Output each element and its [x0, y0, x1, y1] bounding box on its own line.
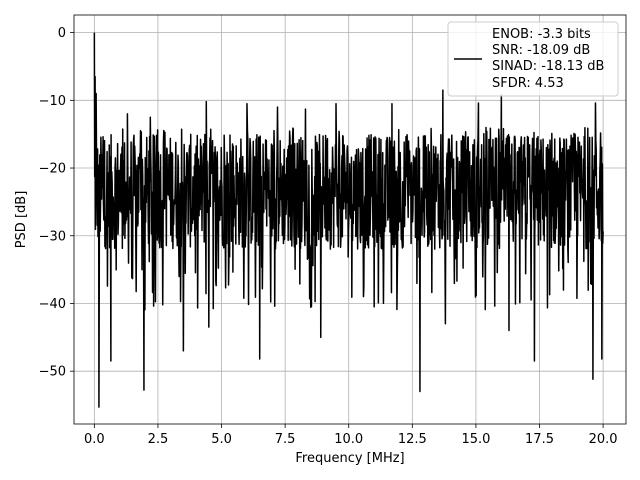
x-tick-label: 17.5 [525, 432, 554, 447]
plot-area [93, 32, 604, 408]
axes-frame [73, 14, 627, 425]
x-axis-label: Frequency [MHz] [295, 451, 404, 466]
x-tick-label: 15.0 [461, 432, 490, 447]
x-tick-label: 7.5 [275, 432, 296, 447]
legend-sinad: SINAD: -18.13 dB [492, 59, 604, 74]
y-tick-label: −20 [39, 162, 66, 177]
y-axis-ticks: 0 −10 −20 −30 −40 −50 [39, 26, 74, 380]
y-tick-label: 0 [58, 26, 66, 41]
x-tick-label: 10.0 [334, 432, 363, 447]
legend-box [447, 21, 619, 97]
psd-series-line [93, 32, 604, 408]
x-tick-label: 12.5 [398, 432, 427, 447]
y-tick-label: −30 [39, 229, 66, 244]
x-axis-ticks: 0.0 2.5 5.0 7.5 10.0 12.5 15.0 17.5 20.0 [84, 424, 618, 447]
legend: ENOB: -3.3 bits SNR: -18.09 dB SINAD: -1… [447, 21, 619, 97]
y-tick-label: −50 [39, 365, 66, 380]
legend-enob: ENOB: -3.3 bits [492, 27, 591, 42]
x-tick-label: 20.0 [589, 432, 618, 447]
y-tick-label: −40 [39, 297, 66, 312]
x-tick-label: 2.5 [148, 432, 169, 447]
y-tick-label: −10 [39, 94, 66, 109]
x-tick-label: 5.0 [211, 432, 232, 447]
legend-snr: SNR: -18.09 dB [492, 43, 590, 58]
x-tick-label: 0.0 [84, 432, 105, 447]
legend-sfdr: SFDR: 4.53 [492, 76, 564, 91]
y-axis-label: PSD [dB] [14, 191, 29, 249]
